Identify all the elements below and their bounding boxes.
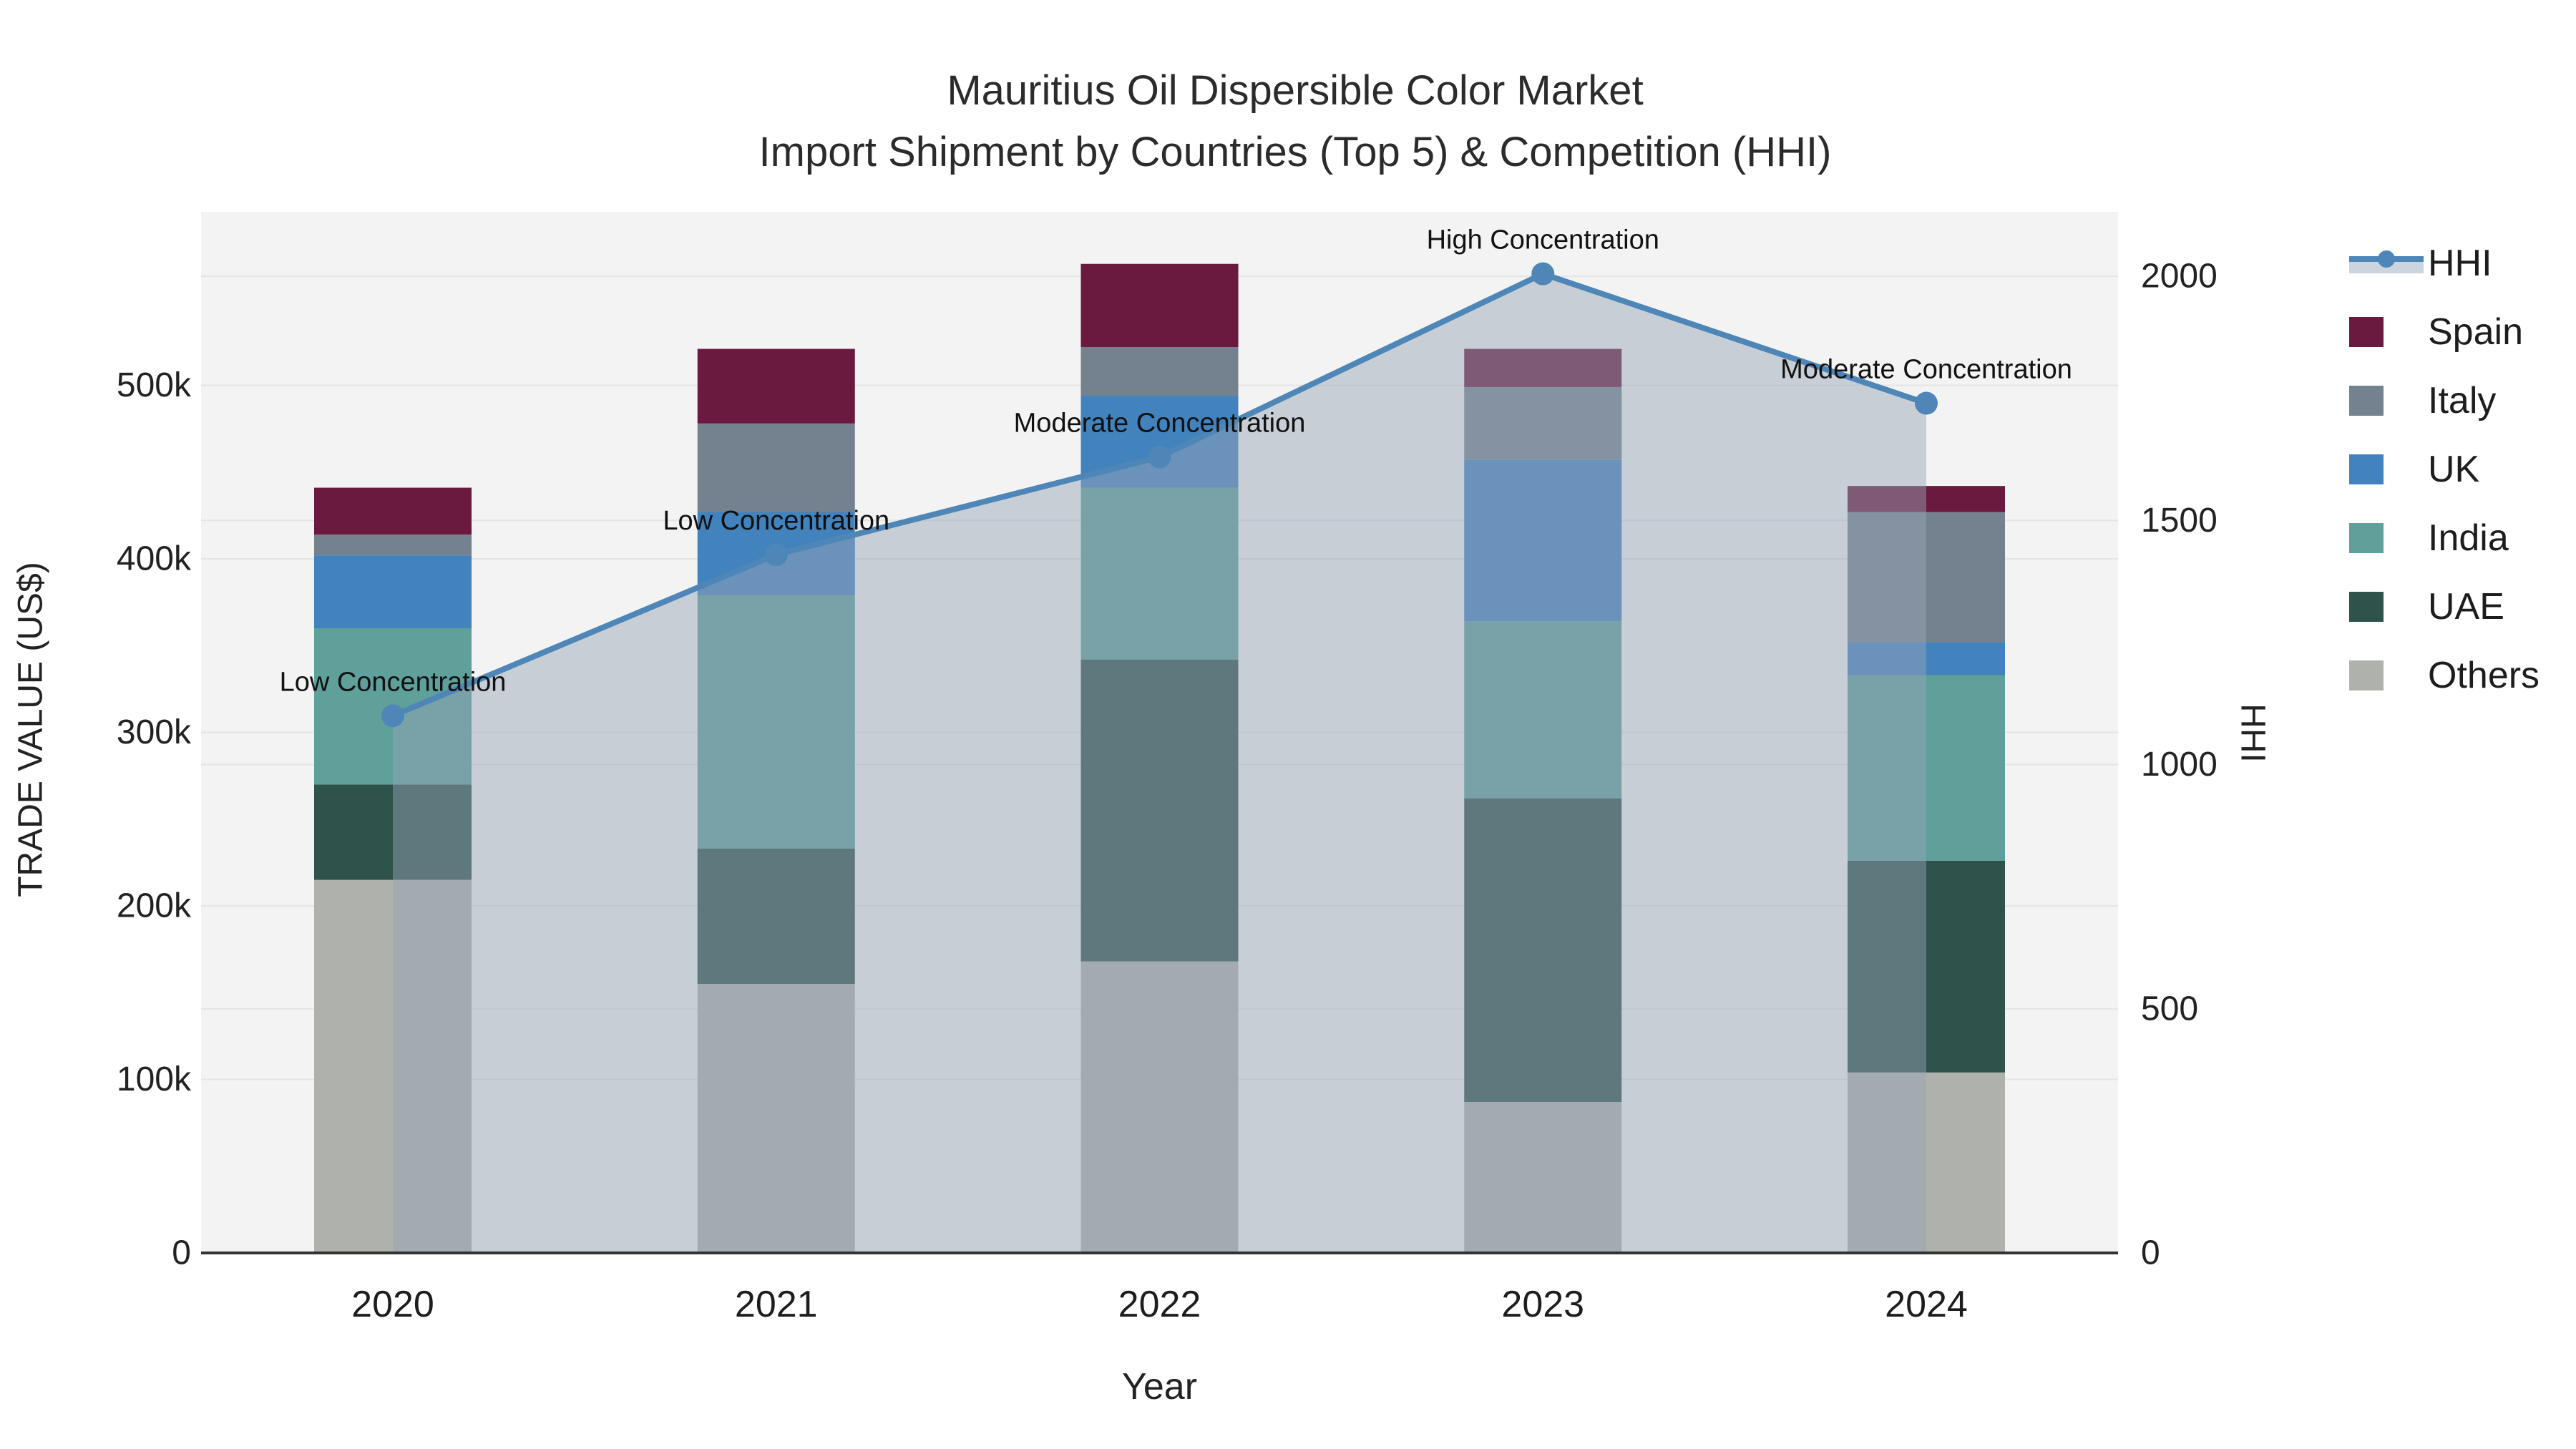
x-tick-label-2024: 2024: [1885, 1284, 1968, 1325]
annotation-2020: Low Concentration: [280, 667, 507, 697]
bar-segment-uk-2020[interactable]: [314, 555, 472, 628]
india-swatch-icon: [2349, 523, 2428, 553]
hhi-line-swatch-icon: [2349, 250, 2424, 273]
hhi-marker-2024[interactable]: [1915, 391, 1938, 415]
annotation-2023: High Concentration: [1427, 225, 1659, 255]
bar-segment-india-2021[interactable]: [697, 595, 855, 849]
x-axis-title: Year: [1121, 1366, 1198, 1407]
legend-item-spain[interactable]: Spain: [2349, 298, 2576, 366]
hhi-area: [393, 273, 1926, 1254]
y2-tick-label-0: 0: [2141, 1234, 2160, 1272]
y2-tick-label-1000: 1000: [2141, 746, 2218, 784]
bar-segment-others-2024[interactable]: [1848, 1072, 2005, 1253]
y-axis-title: TRADE VALUE (US$): [11, 562, 50, 897]
bar-segment-uae-2024[interactable]: [1848, 860, 2005, 1073]
y-tick-label-0: 0: [172, 1234, 191, 1272]
hhi-marker-2021[interactable]: [764, 543, 788, 567]
legend-label-others: Others: [2428, 655, 2540, 696]
annotation-2022: Moderate Concentration: [1014, 409, 1306, 439]
hhi-marker-2020[interactable]: [381, 704, 404, 728]
legend-label-italy: Italy: [2428, 380, 2497, 421]
bar-segment-india-2022[interactable]: [1080, 487, 1239, 660]
others-color-swatch-icon: [2349, 660, 2384, 691]
legend-label-hhi: HHI: [2428, 243, 2492, 284]
bar-segment-india-2023[interactable]: [1464, 621, 1622, 799]
bar-segment-uk-2023[interactable]: [1464, 459, 1622, 622]
spain-swatch-icon: [2349, 317, 2428, 347]
hhi-swatch-icon: [2349, 250, 2428, 273]
legend-item-hhi[interactable]: HHI: [2349, 229, 2576, 298]
bar-segment-uae-2021[interactable]: [697, 848, 855, 985]
bar-segment-others-2022[interactable]: [1080, 961, 1239, 1253]
x-tick-label-2020: 2020: [351, 1284, 434, 1325]
bar-segment-italy-2023[interactable]: [1464, 386, 1622, 460]
bar-segment-italy-2024[interactable]: [1848, 512, 2005, 643]
legend-item-italy[interactable]: Italy: [2349, 366, 2576, 435]
y-tick-label-500k: 500k: [117, 366, 192, 404]
bar-segment-spain-2023[interactable]: [1464, 348, 1622, 387]
x-tick-label-2022: 2022: [1118, 1284, 1201, 1325]
annotation-2024: Moderate Concentration: [1780, 355, 2072, 385]
spain-color-swatch-icon: [2349, 317, 2384, 347]
bar-segment-others-2023[interactable]: [1464, 1102, 1622, 1253]
y-tick-label-200k: 200k: [117, 887, 192, 925]
legend-label-india: India: [2428, 517, 2509, 559]
chart-title-line1: Mauritius Oil Dispersible Color Market: [947, 67, 1644, 114]
italy-swatch-icon: [2349, 386, 2428, 416]
legend-label-uk: UK: [2428, 449, 2480, 490]
annotation-2021: Low Concentration: [663, 506, 889, 536]
x-tick-label-2023: 2023: [1501, 1284, 1584, 1325]
y2-tick-label-2000: 2000: [2141, 258, 2218, 296]
bar-segment-others-2020[interactable]: [314, 879, 472, 1253]
legend-item-uae[interactable]: UAE: [2349, 572, 2576, 641]
bar-segment-italy-2020[interactable]: [314, 535, 472, 556]
y-tick-label-100k: 100k: [117, 1060, 192, 1098]
legend: HHI Spain Italy UK India UAE Others: [2349, 229, 2576, 710]
legend-label-uae: UAE: [2428, 586, 2504, 628]
uae-swatch-icon: [2349, 592, 2428, 622]
bar-segment-uk-2024[interactable]: [1848, 642, 2005, 675]
bar-segment-spain-2020[interactable]: [314, 487, 472, 535]
y2-axis-title: HHI: [2233, 703, 2272, 763]
uk-swatch-icon: [2349, 454, 2428, 484]
uae-color-swatch-icon: [2349, 592, 2384, 622]
bar-segment-uae-2022[interactable]: [1080, 659, 1239, 962]
uk-color-swatch-icon: [2349, 454, 2384, 484]
legend-item-others[interactable]: Others: [2349, 641, 2576, 710]
hhi-marker-2022[interactable]: [1148, 445, 1171, 469]
x-tick-label-2021: 2021: [735, 1284, 818, 1325]
y-tick-label-400k: 400k: [117, 540, 192, 578]
bar-segment-spain-2024[interactable]: [1848, 486, 2005, 512]
italy-color-swatch-icon: [2349, 386, 2384, 416]
bar-segment-uae-2020[interactable]: [314, 784, 472, 880]
legend-item-india[interactable]: India: [2349, 504, 2576, 572]
bar-segment-spain-2022[interactable]: [1080, 263, 1239, 348]
bar-segment-italy-2022[interactable]: [1080, 347, 1239, 396]
y-tick-label-300k: 300k: [117, 713, 192, 751]
hhi-marker-2023[interactable]: [1531, 262, 1555, 286]
bar-segment-india-2024[interactable]: [1848, 675, 2005, 861]
others-swatch-icon: [2349, 660, 2428, 691]
bar-segment-spain-2021[interactable]: [697, 348, 855, 424]
legend-label-spain: Spain: [2428, 311, 2523, 353]
bar-segment-italy-2021[interactable]: [697, 423, 855, 512]
y2-tick-label-500: 500: [2141, 990, 2198, 1028]
bar-segment-uae-2023[interactable]: [1464, 798, 1622, 1103]
legend-item-uk[interactable]: UK: [2349, 435, 2576, 504]
chart-title-line2: Import Shipment by Countries (Top 5) & C…: [758, 129, 1832, 175]
chart-title: Mauritius Oil Dispersible Color Market I…: [0, 60, 2576, 183]
bar-segment-others-2021[interactable]: [697, 984, 855, 1253]
y2-tick-label-1500: 1500: [2141, 502, 2218, 540]
india-color-swatch-icon: [2349, 523, 2384, 553]
